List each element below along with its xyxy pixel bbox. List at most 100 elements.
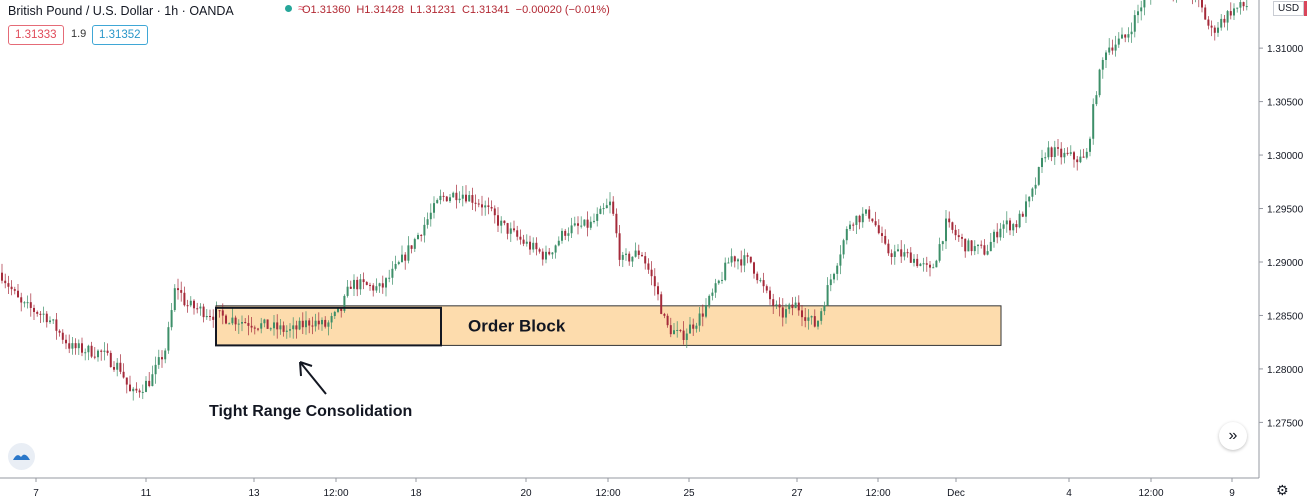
candle-body <box>122 371 125 378</box>
buy-price-button[interactable]: 1.31352 <box>92 25 148 45</box>
candle-body <box>490 206 493 209</box>
candle-body <box>769 290 771 300</box>
candle-body <box>829 279 832 286</box>
candle-body <box>893 251 896 258</box>
candle-body <box>170 310 173 328</box>
candle-body <box>493 208 496 216</box>
candle-body <box>132 388 135 392</box>
candle-body <box>401 254 403 263</box>
candle-body <box>167 327 170 351</box>
candle-body <box>813 316 816 327</box>
candle-body <box>580 225 583 227</box>
candle-body <box>903 252 906 257</box>
candle-body <box>138 390 141 393</box>
candle-body <box>257 328 259 330</box>
candle-body <box>775 304 778 306</box>
scroll-to-realtime-button[interactable]: » <box>1219 422 1247 450</box>
candle-body <box>244 322 247 324</box>
candle-body <box>202 306 205 318</box>
candle-body <box>221 310 224 316</box>
candle-body <box>781 307 784 318</box>
candle-body <box>756 273 759 281</box>
time-tick-label: 7 <box>33 488 39 499</box>
consolidation-arrow <box>299 361 327 395</box>
candle-body <box>589 221 592 228</box>
candle-body <box>266 319 269 329</box>
candle-body <box>749 256 752 263</box>
candle-body <box>602 208 605 210</box>
candle-body <box>762 280 765 287</box>
candle-body <box>423 224 426 236</box>
candle-body <box>807 317 810 321</box>
candle-body <box>465 194 467 202</box>
sell-price-button[interactable]: 1.31333 <box>8 25 64 45</box>
candle-body <box>625 253 627 255</box>
candle-body <box>666 315 669 326</box>
candle-body <box>673 330 675 335</box>
candle-body <box>404 254 407 261</box>
candle-body <box>279 325 282 330</box>
consolidation-label: Tight Range Consolidation <box>209 403 412 420</box>
candle-body <box>365 282 368 285</box>
candle-body <box>113 367 115 370</box>
candle-body <box>615 213 618 234</box>
candle-body <box>644 256 647 264</box>
change-value: −0.00020 (−0.01%) <box>515 4 610 16</box>
candle-body <box>797 302 800 311</box>
candle-body <box>897 249 899 252</box>
candle-body <box>1079 156 1082 163</box>
candle-body <box>522 239 525 244</box>
candle-body <box>548 251 551 255</box>
candle-body <box>826 285 829 306</box>
candle-body <box>250 325 253 328</box>
candle-body <box>103 350 106 352</box>
price-tick-label: 1.31000 <box>1267 44 1304 55</box>
consolidation-box <box>215 306 442 347</box>
candle-body <box>871 218 874 222</box>
candle-body <box>679 329 682 331</box>
candle-body <box>500 220 503 226</box>
candle-body <box>513 228 515 231</box>
candle-body <box>954 229 957 236</box>
candle-body <box>20 297 23 303</box>
candle-body <box>724 262 727 280</box>
candle-body <box>407 245 410 261</box>
candle-body <box>653 276 656 287</box>
candle-body <box>247 323 250 326</box>
candle-body <box>1223 18 1226 23</box>
candle-body <box>929 264 931 268</box>
candle-body <box>689 324 691 334</box>
candle-body <box>1060 148 1063 158</box>
candle-body <box>487 205 490 207</box>
candle-body <box>833 273 835 280</box>
wave-icon: ≈ <box>298 1 305 15</box>
symbol-title[interactable]: British Pound / U.S. Dollar · 1h · OANDA <box>8 3 234 18</box>
candle-body <box>477 203 480 205</box>
candle-body <box>506 223 509 234</box>
candle-body <box>692 324 695 329</box>
candle-body <box>116 362 119 370</box>
candle-body <box>269 328 272 330</box>
candle-body <box>52 319 55 321</box>
candles-over-layer <box>218 184 1002 349</box>
candle-body <box>71 343 74 349</box>
candle-body <box>484 205 487 208</box>
price-tick-label: 1.28500 <box>1267 311 1304 322</box>
ohlc-values: O1.31360 H1.31428 L1.31231 C1.31341 −0.00020… <box>302 4 616 16</box>
candle-body <box>1034 184 1037 189</box>
tradingview-logo-icon[interactable] <box>8 443 35 470</box>
candle-body <box>1053 147 1056 158</box>
gear-icon[interactable]: ⚙ <box>1276 482 1289 498</box>
candle-body <box>129 384 131 392</box>
candle-body <box>605 205 608 209</box>
candle-body <box>458 198 461 201</box>
candle-body <box>68 343 71 349</box>
candle-body <box>353 279 355 289</box>
time-tick-label: 12:00 <box>865 488 890 499</box>
currency-label[interactable]: USD <box>1273 1 1305 16</box>
candle-body <box>1009 220 1011 231</box>
candle-body <box>708 295 711 306</box>
candle-body <box>945 218 947 242</box>
candle-body <box>842 240 845 255</box>
